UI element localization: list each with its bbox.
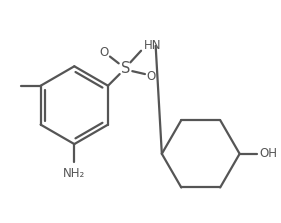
Text: HN: HN (144, 39, 162, 52)
Text: S: S (121, 61, 130, 76)
Text: OH: OH (259, 147, 277, 160)
Text: O: O (99, 46, 109, 59)
Text: O: O (146, 70, 155, 83)
Text: NH₂: NH₂ (63, 167, 85, 180)
